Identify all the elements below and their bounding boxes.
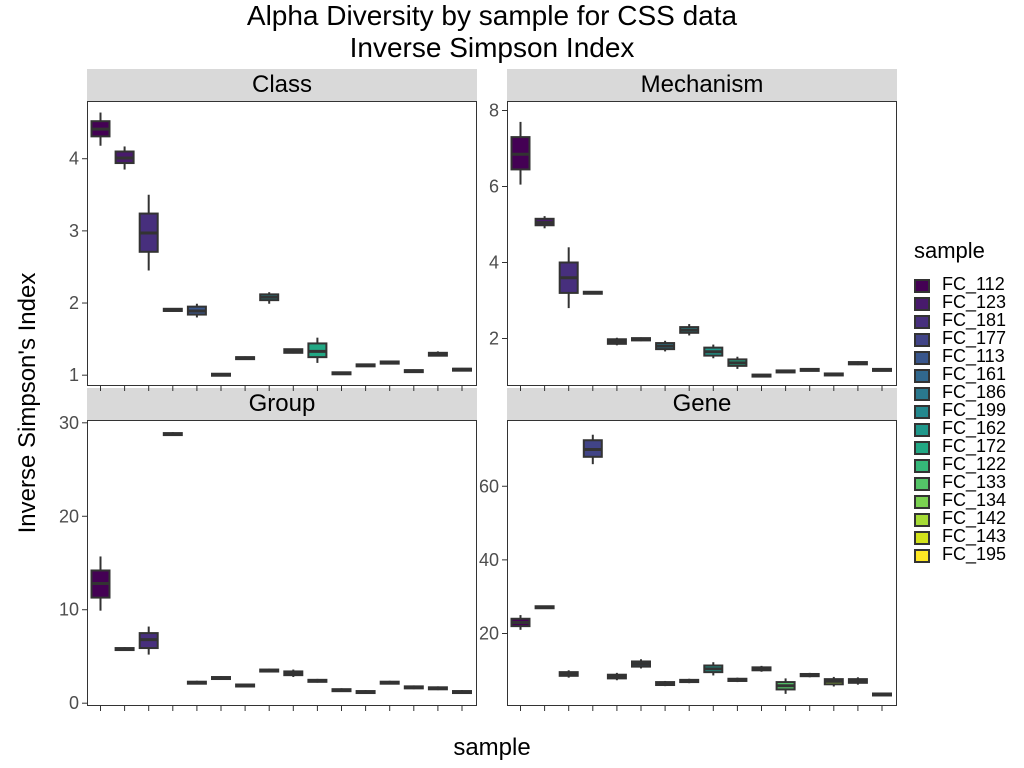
legend-item-label: FC_142 — [942, 508, 1007, 528]
legend-key-swatch — [914, 441, 930, 455]
legend-key-swatch — [914, 495, 930, 509]
legend-item-label: FC_113 — [942, 346, 1005, 366]
legend-item-label: FC_186 — [942, 382, 1007, 402]
class-y-tick-label-2: 3 — [69, 221, 79, 241]
legend-key-swatch — [914, 387, 930, 401]
legend-item-label: FC_199 — [942, 400, 1007, 420]
legend-item-label: FC_195 — [942, 544, 1007, 564]
group-y-tick-label-0: 0 — [69, 693, 79, 713]
legend-key-swatch — [914, 279, 930, 293]
legend-item-label: FC_133 — [942, 472, 1007, 492]
legend-item-label: FC_122 — [942, 454, 1007, 474]
facet-strip-mechanism: Mechanism — [507, 69, 897, 101]
y-axis-label: Inverse Simpson's Index — [14, 272, 41, 534]
legend-title: sample — [914, 238, 985, 263]
legend-key-swatch — [914, 369, 930, 383]
panel-group — [87, 420, 477, 706]
group-y-tick-label-3: 30 — [59, 413, 79, 433]
legend-item-label: FC_134 — [942, 490, 1007, 510]
gene-y-tick-label-1: 40 — [479, 550, 499, 570]
chart-title-line2: Inverse Simpson Index — [349, 32, 635, 63]
chart-title-line1: Alpha Diversity by sample for CSS data — [246, 0, 738, 31]
legend-item-label: FC_123 — [942, 292, 1007, 312]
legend-item-label: FC_177 — [942, 328, 1007, 348]
legend-key-swatch — [914, 531, 930, 545]
gene-y-tick-label-0: 20 — [479, 623, 499, 643]
legend-key-swatch — [914, 513, 930, 527]
legend-key-swatch — [914, 315, 930, 329]
legend-key-swatch — [914, 549, 930, 563]
mechanism-y-tick-label-2: 6 — [489, 177, 499, 197]
facet-strip-group: Group — [87, 388, 477, 420]
class-y-tick-label-3: 4 — [69, 149, 79, 169]
class-y-tick-label-1: 2 — [69, 293, 79, 313]
facet-strip-class: Class — [87, 69, 477, 101]
gene-y-tick-label-2: 60 — [479, 476, 499, 496]
x-axis-label: sample — [453, 734, 531, 761]
mechanism-y-tick-label-0: 2 — [489, 329, 499, 349]
legend-key-swatch — [914, 405, 930, 419]
mechanism-y-tick-label-3: 8 — [489, 101, 499, 121]
legend-key-swatch — [914, 477, 930, 491]
legend-key-swatch — [914, 423, 930, 437]
legend-item-label: FC_143 — [942, 526, 1007, 546]
legend-item-label: FC_161 — [942, 364, 1007, 384]
legend-item-label: FC_172 — [942, 436, 1007, 456]
group-y-tick-label-1: 10 — [59, 600, 79, 620]
group-y-tick-label-2: 20 — [59, 506, 79, 526]
mechanism-y-tick-label-1: 4 — [489, 253, 499, 273]
class-y-tick-label-0: 1 — [69, 365, 79, 385]
legend-key-swatch — [914, 333, 930, 347]
legend-key-swatch — [914, 351, 930, 365]
legend-item-label: FC_112 — [942, 274, 1005, 294]
legend-item-label: FC_181 — [942, 310, 1007, 330]
panel-mechanism — [507, 101, 897, 386]
legend-key-swatch — [914, 297, 930, 311]
panel-gene — [507, 420, 897, 706]
legend-key-swatch — [914, 459, 930, 473]
legend-item-label: FC_162 — [942, 418, 1007, 438]
facet-strip-gene: Gene — [507, 388, 897, 420]
